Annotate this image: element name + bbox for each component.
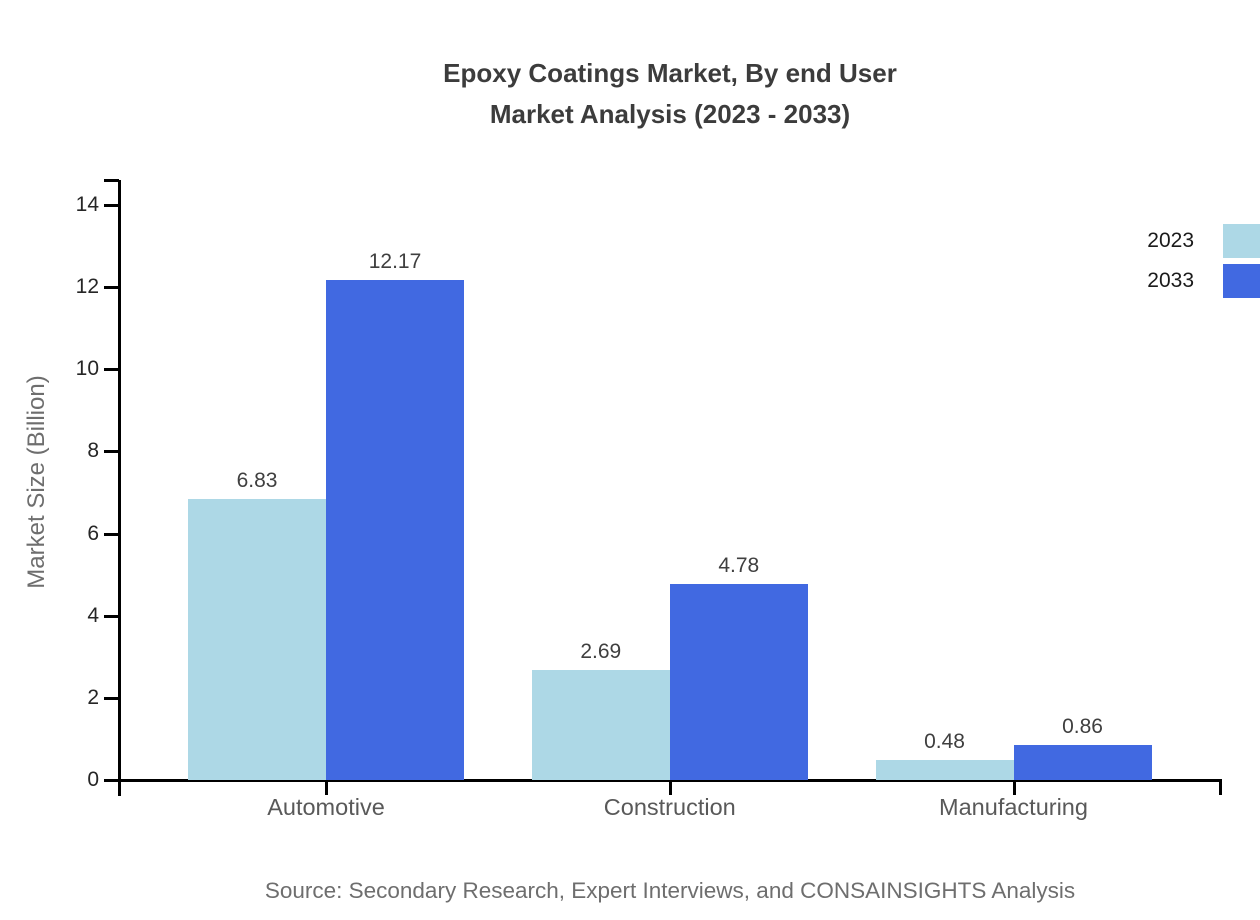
x-tick-mark	[668, 782, 672, 795]
chart-title: Epoxy Coatings Market, By end User Marke…	[118, 53, 1222, 135]
y-tick-mark	[104, 532, 119, 536]
y-tick-label: 12	[75, 275, 99, 299]
bar-value-label: 0.48	[924, 730, 965, 754]
y-tick-label: 14	[75, 193, 99, 216]
bar-2033-manufacturing	[1013, 744, 1152, 780]
bar-value-label: 0.86	[1062, 714, 1103, 738]
category-label: Manufacturing	[939, 794, 1088, 820]
chart-title-line1: Epoxy Coatings Market, By end User	[443, 58, 897, 88]
legend-label: 2033	[1147, 269, 1194, 292]
bar-2033-construction	[669, 583, 808, 780]
bar-value-label: 4.78	[718, 553, 760, 577]
chart-title-line2: Market Analysis (2023 - 2033)	[489, 99, 851, 129]
y-tick-label: 6	[87, 521, 99, 545]
y-tick-mark	[104, 614, 119, 618]
x-tick-mark	[325, 782, 328, 795]
category-label: Automotive	[267, 794, 385, 820]
legend-label: 2023	[1147, 229, 1194, 252]
y-tick-mark	[104, 286, 119, 290]
y-tick-mark	[104, 368, 119, 372]
y-axis-line	[118, 180, 121, 796]
y-tick-mark	[104, 696, 119, 700]
bar-value-label: 2.69	[580, 639, 622, 663]
bar-2023-construction	[531, 669, 670, 780]
y-axis-end-tick	[104, 179, 119, 182]
legend-item-2033: 2033	[1147, 261, 1260, 301]
source-note: Source: Secondary Research, Expert Inter…	[264, 878, 1076, 903]
legend-swatch-2023	[1223, 224, 1260, 258]
legend: 2023 2033	[1147, 221, 1260, 301]
y-tick-mark	[104, 450, 119, 454]
bar-2023-automotive	[188, 499, 326, 780]
y-tick-label: 8	[87, 439, 99, 463]
x-axis-line	[118, 779, 1222, 782]
y-tick-label: 4	[87, 603, 99, 627]
x-axis-end-tick	[1219, 782, 1222, 795]
bar-value-label: 6.83	[236, 469, 278, 493]
x-tick-mark	[1012, 782, 1016, 795]
y-tick-label: 0	[87, 768, 99, 791]
bar-2033-automotive	[326, 280, 464, 780]
category-label: Construction	[603, 794, 736, 820]
legend-item-2023: 2023	[1147, 221, 1260, 261]
bar-value-label: 12.17	[368, 250, 422, 274]
y-tick-label: 2	[87, 685, 99, 709]
legend-swatch-2033	[1223, 264, 1260, 298]
y-axis-title: Market Size (Billion)	[23, 375, 50, 589]
bar-2023-manufacturing	[875, 760, 1014, 780]
y-tick-mark	[104, 779, 119, 782]
y-tick-mark	[104, 204, 119, 207]
y-tick-label: 10	[75, 357, 99, 381]
